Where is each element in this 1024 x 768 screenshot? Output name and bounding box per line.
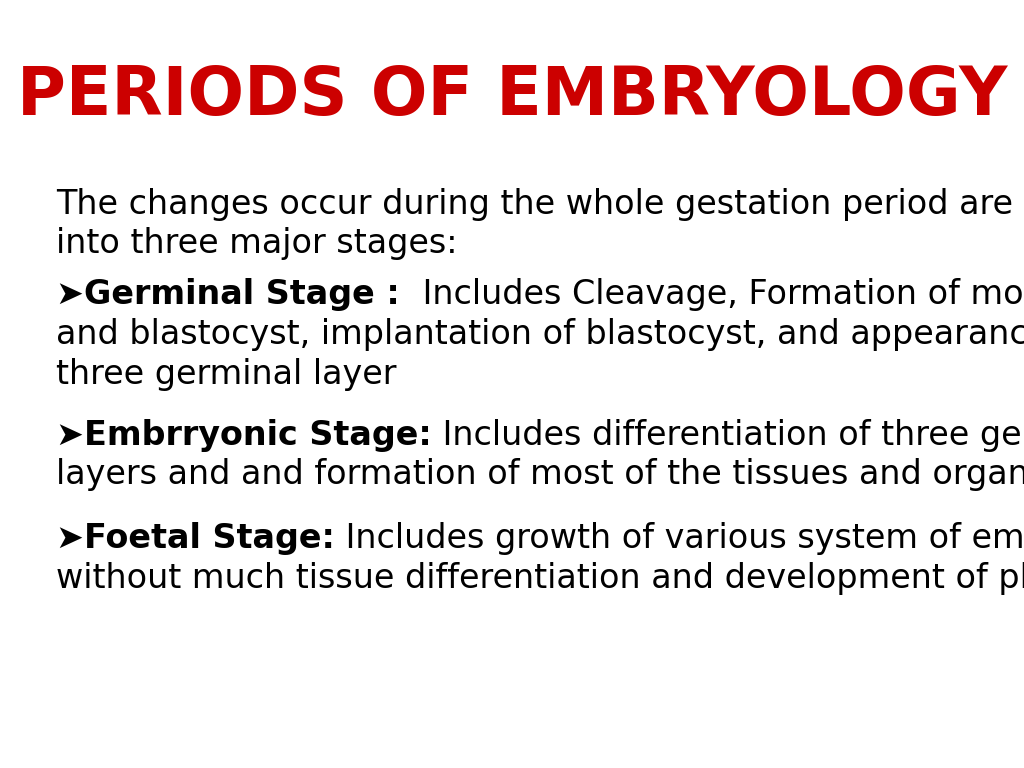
Text: PERIODS OF EMBRYOLOGY: PERIODS OF EMBRYOLOGY [16,63,1008,129]
Text: ➤Germinal Stage :: ➤Germinal Stage : [56,278,412,311]
Text: layers and and formation of most of the tissues and organs: layers and and formation of most of the … [56,458,1024,492]
Text: without much tissue differentiation and development of placenta: without much tissue differentiation and … [56,562,1024,595]
Text: into three major stages:: into three major stages: [56,227,458,260]
Text: three germinal layer: three germinal layer [56,358,397,391]
Text: Includes differentiation of three germinal: Includes differentiation of three germin… [432,419,1024,452]
Text: and blastocyst, implantation of blastocyst, and appearance of: and blastocyst, implantation of blastocy… [56,318,1024,351]
Text: Includes growth of various system of embryo: Includes growth of various system of emb… [335,522,1024,555]
Text: The changes occur during the whole gestation period are divided: The changes occur during the whole gesta… [56,188,1024,221]
Text: Includes Cleavage, Formation of morula: Includes Cleavage, Formation of morula [412,278,1024,311]
Text: ➤Foetal Stage:: ➤Foetal Stage: [56,522,335,555]
Text: ➤Embrryonic Stage:: ➤Embrryonic Stage: [56,419,432,452]
